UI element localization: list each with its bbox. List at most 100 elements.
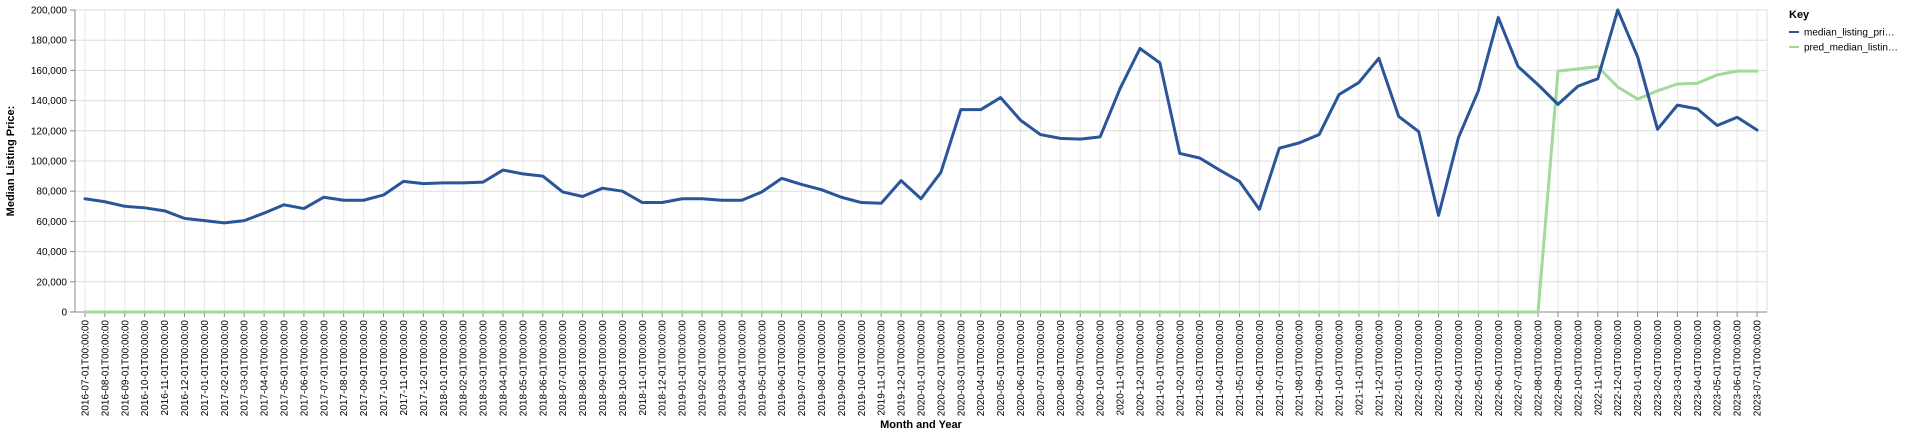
x-tick-label: 2019-04-01T00:00:00 [737, 320, 748, 417]
x-axis-title: Month and Year [880, 419, 962, 431]
x-tick-label: 2020-06-01T00:00:00 [1016, 320, 1027, 417]
series-lines [83, 8, 1759, 314]
x-tick-label: 2018-04-01T00:00:00 [498, 320, 509, 417]
x-tick-label: 2016-08-01T00:00:00 [100, 320, 111, 417]
x-tick-label: 2017-05-01T00:00:00 [280, 320, 291, 417]
x-tick-label: 2016-12-01T00:00:00 [180, 320, 191, 417]
x-tick-label: 2018-07-01T00:00:00 [558, 320, 569, 417]
y-tick-label: 200,000 [31, 6, 68, 17]
x-tick-label: 2018-08-01T00:00:00 [578, 320, 589, 417]
legend-entry: pred_median_listin… [1804, 43, 1898, 54]
x-tick-label: 2021-08-01T00:00:00 [1295, 320, 1306, 417]
x-tick-label: 2023-01-01T00:00:00 [1633, 320, 1644, 417]
x-tick-label: 2020-09-01T00:00:00 [1076, 320, 1087, 417]
y-tick-label: 140,000 [31, 96, 68, 107]
x-tick-label: 2020-03-01T00:00:00 [956, 320, 967, 417]
x-tick-label: 2023-05-01T00:00:00 [1713, 320, 1724, 417]
x-tick-label: 2020-10-01T00:00:00 [1096, 320, 1107, 417]
y-axis-title: Median Listing Price: [5, 106, 17, 217]
x-tick-label: 2021-11-01T00:00:00 [1354, 320, 1365, 416]
x-tick-label: 2018-11-01T00:00:00 [638, 320, 649, 416]
x-tick-label: 2017-04-01T00:00:00 [260, 320, 271, 417]
x-tick-label: 2019-02-01T00:00:00 [698, 320, 709, 417]
x-tick-label: 2023-06-01T00:00:00 [1733, 320, 1744, 417]
x-tick-label: 2018-03-01T00:00:00 [479, 320, 490, 417]
x-tick-label: 2016-09-01T00:00:00 [120, 320, 131, 417]
x-tick-label: 2019-01-01T00:00:00 [678, 320, 689, 417]
x-tick-label: 2021-02-01T00:00:00 [1175, 320, 1186, 417]
x-tick-label: 2023-03-01T00:00:00 [1673, 320, 1684, 417]
y-tick-label: 160,000 [31, 66, 68, 77]
x-tick-label: 2021-09-01T00:00:00 [1315, 320, 1326, 417]
x-tick-label: 2020-02-01T00:00:00 [936, 320, 947, 417]
x-tick-label: 2017-06-01T00:00:00 [299, 320, 310, 417]
x-tick-label: 2019-05-01T00:00:00 [757, 320, 768, 417]
x-tick-label: 2021-12-01T00:00:00 [1374, 320, 1385, 417]
x-tick-label: 2018-12-01T00:00:00 [658, 320, 669, 417]
x-tick-label: 2022-07-01T00:00:00 [1514, 320, 1525, 417]
x-tick-label: 2019-09-01T00:00:00 [837, 320, 848, 417]
x-tick-label: 2023-02-01T00:00:00 [1653, 320, 1664, 417]
x-tick-label: 2019-12-01T00:00:00 [897, 320, 908, 417]
x-tick-label: 2019-06-01T00:00:00 [777, 320, 788, 417]
x-tick-label: 2016-10-01T00:00:00 [140, 320, 151, 417]
legend-entry: median_listing_pri… [1804, 28, 1895, 39]
x-tick-label: 2022-04-01T00:00:00 [1454, 320, 1465, 417]
x-tick-label: 2021-01-01T00:00:00 [1155, 320, 1166, 417]
x-tick-label: 2018-02-01T00:00:00 [459, 320, 470, 417]
y-axis: 0 20,000 40,000 60,000 80,000 100,000 120,000 1… [31, 6, 76, 319]
x-tick-label: 2021-04-01T00:00:00 [1215, 320, 1226, 417]
x-tick-label: 2022-05-01T00:00:00 [1474, 320, 1485, 417]
x-tick-label: 2021-06-01T00:00:00 [1255, 320, 1266, 417]
x-tick-label: 2017-01-01T00:00:00 [200, 320, 211, 417]
x-tick-label: 2018-10-01T00:00:00 [618, 320, 629, 417]
x-tick-label: 2022-10-01T00:00:00 [1573, 320, 1584, 417]
x-tick-label: 2023-07-01T00:00:00 [1753, 320, 1764, 417]
y-tick-label: 120,000 [31, 126, 68, 137]
x-tick-label: 2019-07-01T00:00:00 [797, 320, 808, 417]
x-tick-label: 2021-07-01T00:00:00 [1275, 320, 1286, 417]
x-tick-label: 2020-05-01T00:00:00 [996, 320, 1007, 417]
y-tick-label: 80,000 [36, 187, 67, 198]
x-tick-label: 2018-09-01T00:00:00 [598, 320, 609, 417]
x-tick-label: 2016-11-01T00:00:00 [160, 320, 171, 416]
x-tick-label: 2020-01-01T00:00:00 [917, 320, 928, 417]
x-tick-label: 2017-09-01T00:00:00 [359, 320, 370, 417]
x-tick-label: 2016-07-01T00:00:00 [80, 320, 91, 417]
x-tick-label: 2022-02-01T00:00:00 [1414, 320, 1425, 417]
x-tick-label: 2017-11-01T00:00:00 [399, 320, 410, 416]
series-line-1 [83, 8, 1759, 225]
legend: Key median_listing_pri… pred_median_listi… [1789, 9, 1898, 54]
x-tick-label: 2020-12-01T00:00:00 [1135, 320, 1146, 417]
x-tick-label: 2022-08-01T00:00:00 [1534, 320, 1545, 417]
x-tick-label: 2022-06-01T00:00:00 [1494, 320, 1505, 417]
x-tick-label: 2020-11-01T00:00:00 [1116, 320, 1127, 416]
x-tick-label: 2017-12-01T00:00:00 [419, 320, 430, 417]
x-tick-label: 2022-01-01T00:00:00 [1394, 320, 1405, 417]
x-tick-label: 2019-03-01T00:00:00 [717, 320, 728, 417]
x-tick-label: 2018-05-01T00:00:00 [518, 320, 529, 417]
x-tick-label: 2017-02-01T00:00:00 [220, 320, 231, 417]
x-tick-label: 2021-10-01T00:00:00 [1335, 320, 1346, 417]
x-tick-label: 2022-11-01T00:00:00 [1593, 320, 1604, 416]
y-tick-label: 60,000 [36, 217, 67, 228]
x-tick-label: 2017-07-01T00:00:00 [319, 320, 330, 417]
x-tick-label: 2017-03-01T00:00:00 [240, 320, 251, 417]
legend-title: Key [1789, 9, 1810, 21]
x-tick-label: 2020-04-01T00:00:00 [976, 320, 987, 417]
x-tick-label: 2022-09-01T00:00:00 [1553, 320, 1564, 417]
x-tick-label: 2023-04-01T00:00:00 [1693, 320, 1704, 417]
x-tick-label: 2021-05-01T00:00:00 [1235, 320, 1246, 417]
y-tick-label: 40,000 [36, 247, 67, 258]
x-tick-label: 2019-11-01T00:00:00 [877, 320, 888, 416]
x-tick-label: 2018-01-01T00:00:00 [439, 320, 450, 417]
x-tick-label: 2022-03-01T00:00:00 [1434, 320, 1445, 417]
x-tick-label: 2018-06-01T00:00:00 [538, 320, 549, 417]
x-tick-label: 2020-07-01T00:00:00 [1036, 320, 1047, 417]
x-tick-label: 2021-03-01T00:00:00 [1195, 320, 1206, 417]
x-axis: 2016-07-01T00:00:00 2016-08-01T00:00:00 20… [75, 311, 1767, 417]
x-tick-label: 2019-10-01T00:00:00 [857, 320, 868, 417]
x-tick-label: 2022-12-01T00:00:00 [1613, 320, 1624, 417]
x-tick-label: 2019-08-01T00:00:00 [817, 320, 828, 417]
series-line-2 [83, 65, 1759, 314]
